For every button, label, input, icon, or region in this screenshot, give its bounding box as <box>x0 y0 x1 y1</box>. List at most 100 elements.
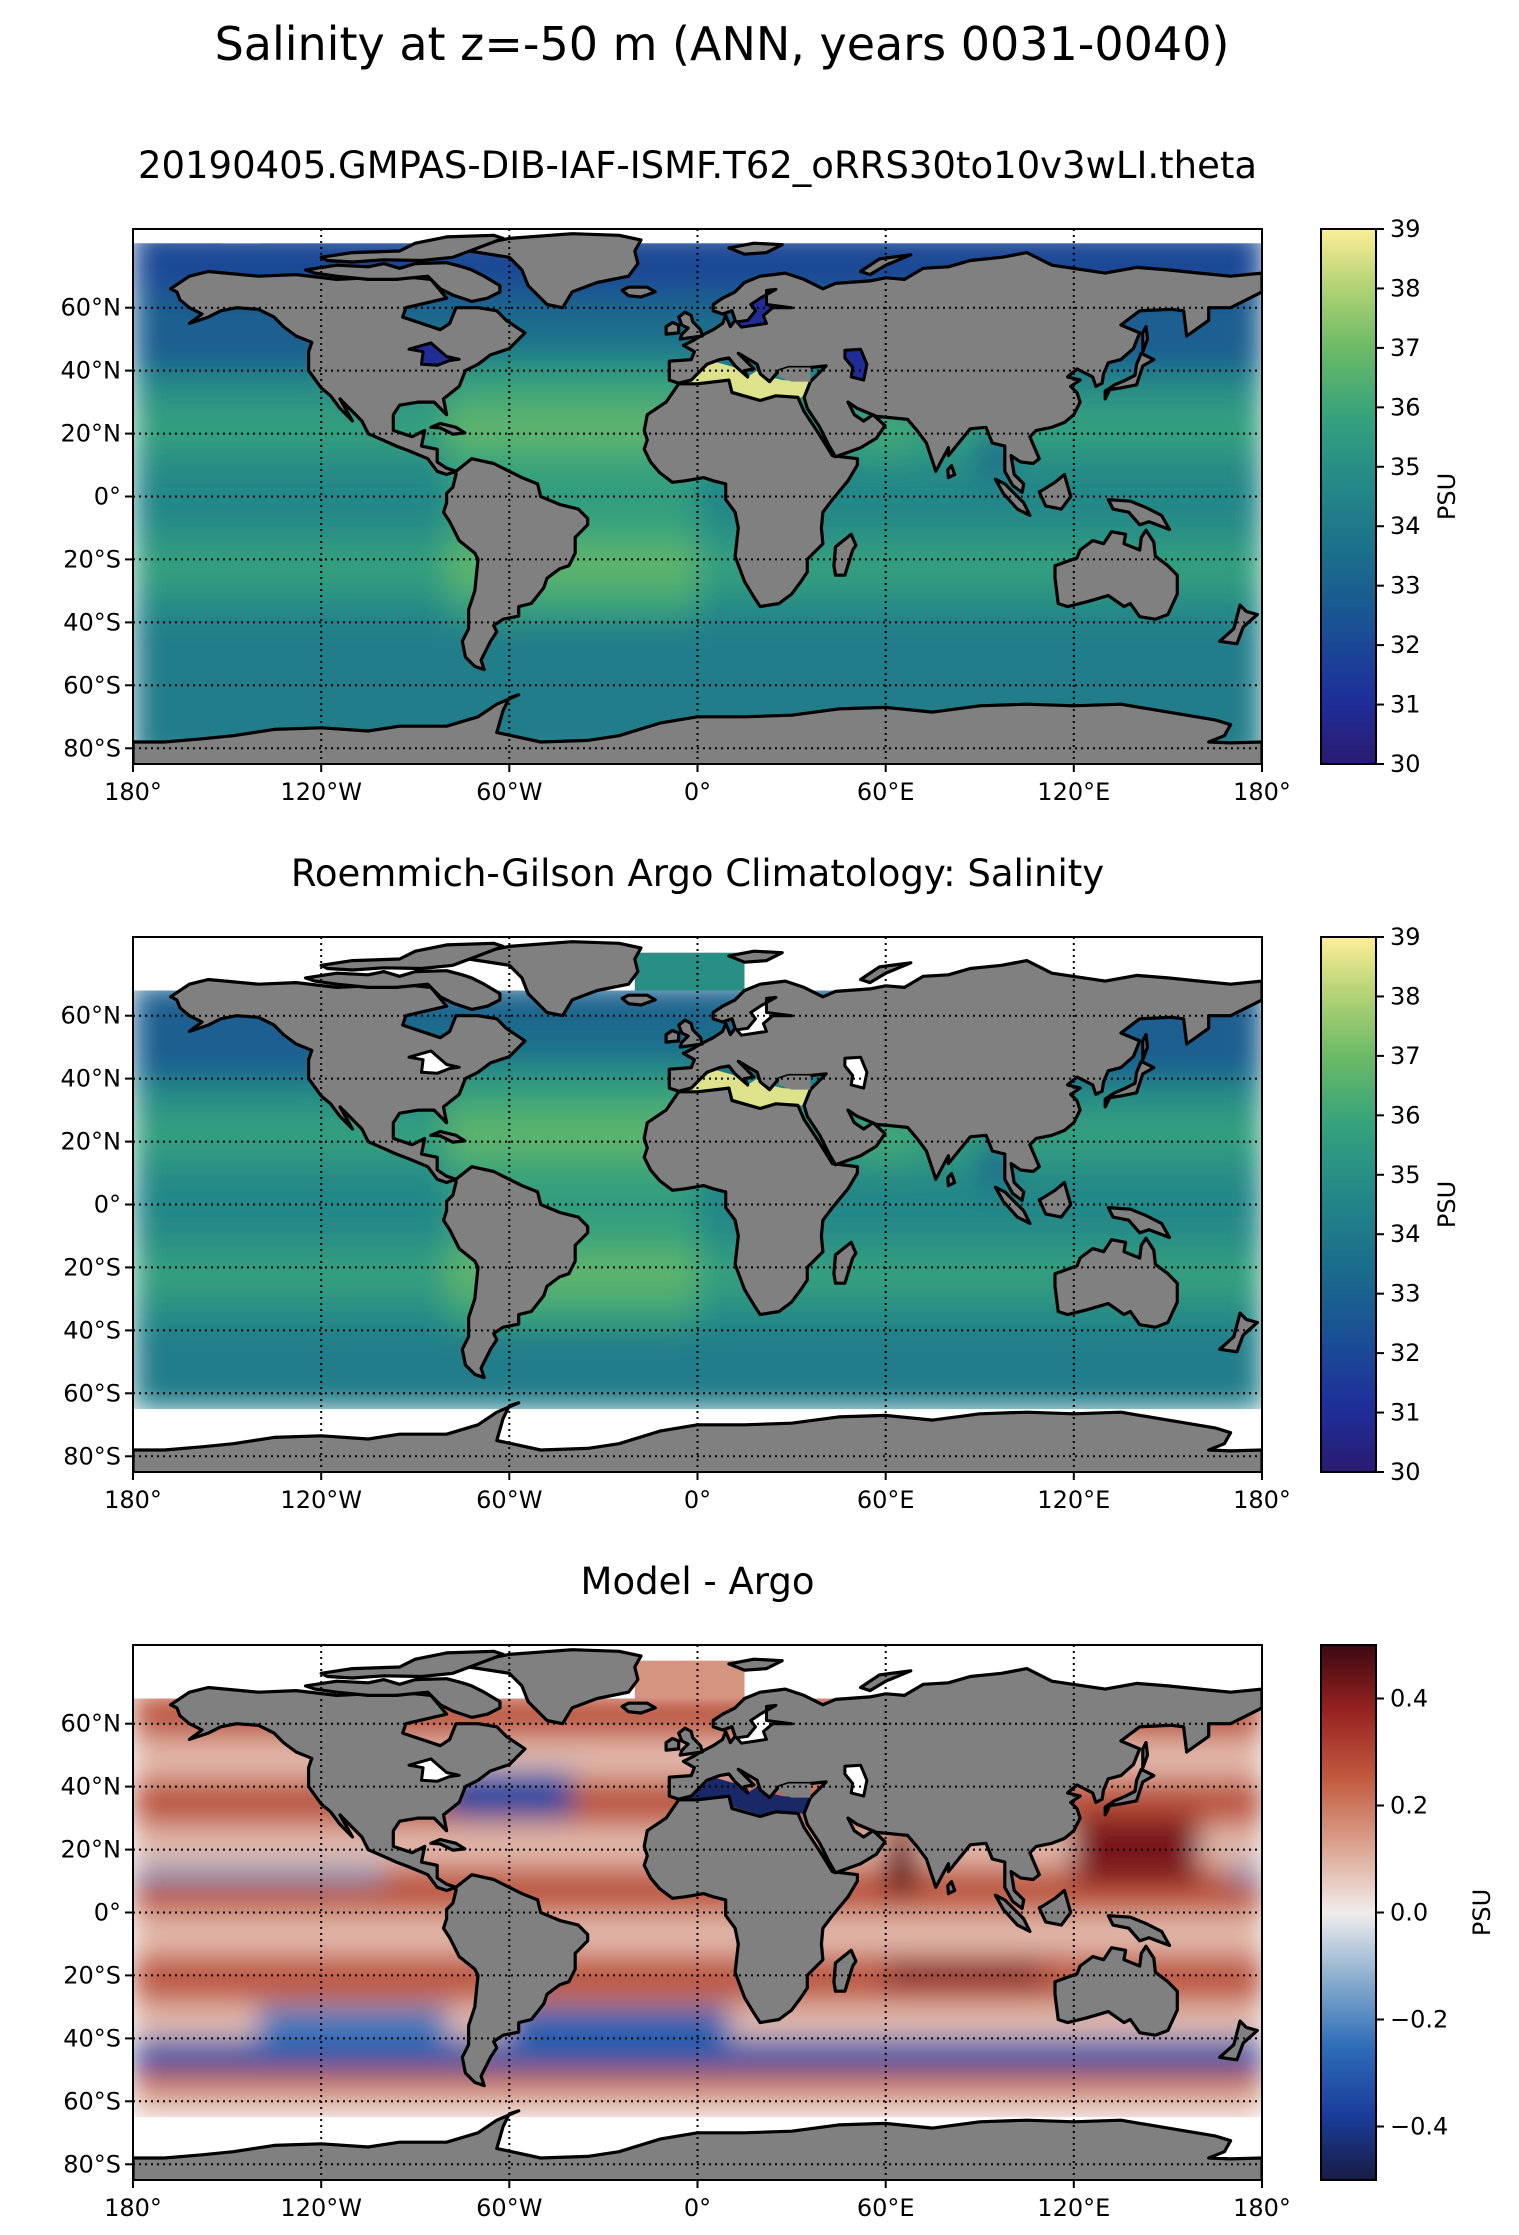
colorbar-label: PSU <box>1433 1181 1461 1228</box>
land-ireland <box>664 1028 681 1044</box>
land-africa <box>642 1794 859 2025</box>
land-north-america <box>169 269 527 477</box>
colorbar-tick-label: 37 <box>1390 334 1421 362</box>
x-tick-label: 120°E <box>1037 2194 1110 2222</box>
land-new-guinea <box>1106 498 1172 532</box>
colorbar-label: PSU <box>1433 473 1461 520</box>
y-tick-label: 40°N <box>61 357 122 385</box>
land-new-zealand <box>1218 1311 1259 1354</box>
land-sakhalin-kamchatka <box>1141 325 1150 354</box>
colorbar-tick-label: 33 <box>1390 572 1421 600</box>
y-tick-label: 60°S <box>63 671 121 699</box>
land-sri-lanka <box>946 1880 957 1896</box>
land-arabia-balkan-fill <box>779 1075 811 1090</box>
panel-title: Model - Argo <box>581 1560 815 1603</box>
land-canadian-islands-1 <box>303 969 502 1011</box>
land-greenland <box>467 1648 643 1726</box>
land-south-america <box>441 1873 590 2088</box>
panel-2: Roemmich-Gilson Argo Climatology: Salini… <box>61 852 1462 1514</box>
y-tick-label: 60°N <box>61 1002 122 1030</box>
land-japan <box>1103 1767 1156 1817</box>
panel-1: 20190405.GMPAS-DIB-IAF-ISMF.T62_oRRS30to… <box>61 144 1462 806</box>
x-tick-label: 0° <box>684 778 711 806</box>
land-sakhalin-kamchatka <box>1141 1741 1150 1770</box>
colorbar-tick-label: 35 <box>1390 1161 1421 1189</box>
x-tick-label: 60°W <box>476 778 542 806</box>
y-tick-label: 60°N <box>61 1710 122 1738</box>
x-tick-label: 120°W <box>280 1486 362 1514</box>
land-japan <box>1103 1059 1156 1109</box>
colorbar-tick-label: 0.0 <box>1390 1899 1428 1927</box>
inland-water-1 <box>407 1049 461 1075</box>
land-eurasia <box>667 959 1262 1202</box>
land-british-isles <box>677 1726 704 1757</box>
land-madagascar <box>832 1948 858 1993</box>
land-sri-lanka <box>946 1172 957 1188</box>
x-tick-label: 120°E <box>1037 1486 1110 1514</box>
gridlines <box>133 1645 1262 2180</box>
colorbar-tick-label: 32 <box>1390 1339 1421 1367</box>
land-canadian-islands-2 <box>319 233 505 264</box>
land-borneo <box>1037 1888 1073 1927</box>
land-ireland <box>664 1736 681 1752</box>
land-british-isles <box>677 1018 704 1049</box>
colorbar: 30 31 32 33 34 35 36 37 38 39 PSU <box>1320 923 1461 1486</box>
land-south-america <box>441 457 590 672</box>
x-tick-label: 0° <box>684 2194 711 2222</box>
y-tick-label: 20°S <box>63 545 121 573</box>
figure-suptitle: Salinity at z=-50 m (ANN, years 0031-004… <box>215 17 1230 71</box>
panel-title: 20190405.GMPAS-DIB-IAF-ISMF.T62_oRRS30to… <box>138 144 1257 187</box>
inland-water-2 <box>843 1055 869 1090</box>
y-tick-label: 40°S <box>63 608 121 636</box>
y-tick-label: 20°S <box>63 1961 121 1989</box>
x-tick-label: 60°E <box>857 2194 915 2222</box>
y-tick-label: 60°N <box>61 294 122 322</box>
land-iceland <box>620 285 657 299</box>
map-area <box>133 1645 1262 2180</box>
land-new-guinea <box>1106 1914 1172 1948</box>
nordic-seas <box>634 1660 745 1699</box>
colorbar-tick-label: 30 <box>1390 1458 1421 1486</box>
x-tick-label: 60°W <box>476 1486 542 1514</box>
land-sri-lanka <box>946 464 957 480</box>
land-eurasia <box>667 251 1262 494</box>
colorbar-tick-label: 32 <box>1390 631 1421 659</box>
y-tick-label: 80°S <box>63 734 121 762</box>
y-tick-label: 0° <box>94 483 121 511</box>
land-novaya-zemlya <box>859 1669 913 1693</box>
x-tick-label: 60°W <box>476 2194 542 2222</box>
land-arabia-balkan-fill <box>779 1783 811 1798</box>
land-new-zealand <box>1218 603 1259 646</box>
land-new-zealand <box>1218 2019 1259 2062</box>
mediterranean-sea <box>681 1069 811 1107</box>
y-tick-label: 40°N <box>61 1065 122 1093</box>
colorbar-tick-label: 36 <box>1390 1101 1421 1129</box>
y-tick-label: 20°N <box>61 1128 122 1156</box>
land-iceland <box>620 993 657 1007</box>
x-tick-label: 180° <box>1233 2194 1291 2222</box>
x-tick-label: 120°W <box>280 2194 362 2222</box>
colorbar: −0.4 −0.2 0.0 0.2 0.4 PSU <box>1320 1644 1496 2181</box>
land-mask <box>133 940 1262 1472</box>
land-south-america <box>441 1165 590 1380</box>
colorbar-tick-label: 34 <box>1390 512 1421 540</box>
colorbar-tick-label: 34 <box>1390 1220 1421 1248</box>
x-tick-label: 60°E <box>857 778 915 806</box>
colorbar-tick-label: −0.4 <box>1390 2113 1448 2141</box>
inland-water-1 <box>407 1757 461 1783</box>
colorbar: 30 31 32 33 34 35 36 37 38 39 PSU <box>1320 215 1461 778</box>
colorbar-tick-label: 30 <box>1390 750 1421 778</box>
colorbar-tick-label: 35 <box>1390 453 1421 481</box>
land-scandinavia-svalbard <box>727 1657 784 1672</box>
land-borneo <box>1037 1180 1073 1219</box>
x-tick-label: 120°W <box>280 778 362 806</box>
x-tick-label: 60°E <box>857 1486 915 1514</box>
nordic-seas <box>634 952 745 991</box>
y-tick-label: 80°S <box>63 2150 121 2178</box>
colorbar-tick-label: 0.2 <box>1390 1792 1428 1820</box>
colorbar-tick-label: 0.4 <box>1390 1685 1428 1713</box>
colorbar-gradient <box>1320 228 1377 765</box>
land-japan <box>1103 351 1156 401</box>
y-tick-label: 60°S <box>63 2087 121 2115</box>
